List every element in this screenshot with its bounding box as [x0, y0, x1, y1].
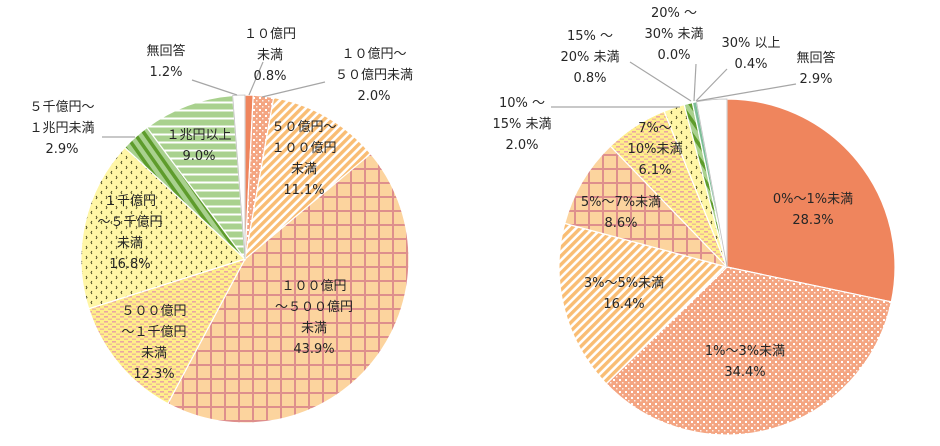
slice-label: ５００億円～１千億円未満 12.3%	[121, 303, 186, 382]
leader-line	[695, 68, 728, 102]
slice-label: 0%～1%未満 28.3%	[773, 192, 853, 228]
slice-label: 10% ～ 15% 未満 2.0%	[492, 96, 551, 153]
slice-label: 1%～3%未満 34.4%	[705, 344, 785, 380]
slice-label: １兆円以上 9.0%	[166, 128, 231, 164]
leader-line	[191, 79, 238, 96]
pie-slice	[232, 94, 246, 260]
pie-slice	[696, 98, 728, 268]
slice-label: １０億円～５０億円未満 2.0%	[335, 46, 413, 104]
pie-slice	[558, 222, 729, 385]
slice-label: 20% ～ 30% 未満 0.0%	[644, 6, 703, 63]
slice-label: 無回答 1.2%	[146, 43, 185, 80]
slice-label: １０億円未満 0.8%	[244, 26, 296, 84]
pie-chart-percentage-range: 0%～1%未満 28.3% 1%～3%未満 34.4% 3%～5%未満 16.4% 5%～7…	[492, 6, 896, 436]
slice-label: ５千億円～１兆円未満 2.9%	[29, 99, 94, 157]
pie-slice	[146, 94, 246, 262]
leader-line	[696, 83, 797, 102]
pie-slice	[87, 257, 247, 405]
slice-label: ５０億円～１００億円未満 11.1%	[271, 119, 336, 198]
slice-label: 30% 以上 0.4%	[721, 36, 780, 72]
slice-label: 15% ～ 20% 未満 0.8%	[560, 29, 619, 86]
leader-line	[248, 61, 264, 96]
leader-line	[629, 61, 692, 102]
slice-label: 3%～5%未満 16.4%	[584, 276, 664, 312]
pie-slice	[166, 152, 410, 424]
pie-slice	[726, 98, 896, 303]
leader-line	[261, 81, 326, 98]
pie-slice	[605, 266, 893, 436]
slice-label: 7%～ 10%未満 6.1%	[628, 121, 683, 178]
pie-slice	[80, 146, 247, 310]
pie-chart-revenue-scale: １０億円未満 0.8% １０億円～５０億円未満 2.0% ５０億円～１００億円未満 11.…	[29, 26, 413, 424]
slice-label: １００億円～５００億円未満 43.9%	[275, 278, 353, 357]
pie-slice	[564, 145, 729, 269]
leader-line	[693, 63, 697, 102]
slice-label: 無回答 2.9%	[796, 50, 835, 87]
pie-slice	[244, 96, 372, 261]
slice-label: １千億円～５千億円未満 16.8%	[97, 193, 162, 272]
slice-label: 5%～7%未満 8.6%	[581, 195, 661, 231]
